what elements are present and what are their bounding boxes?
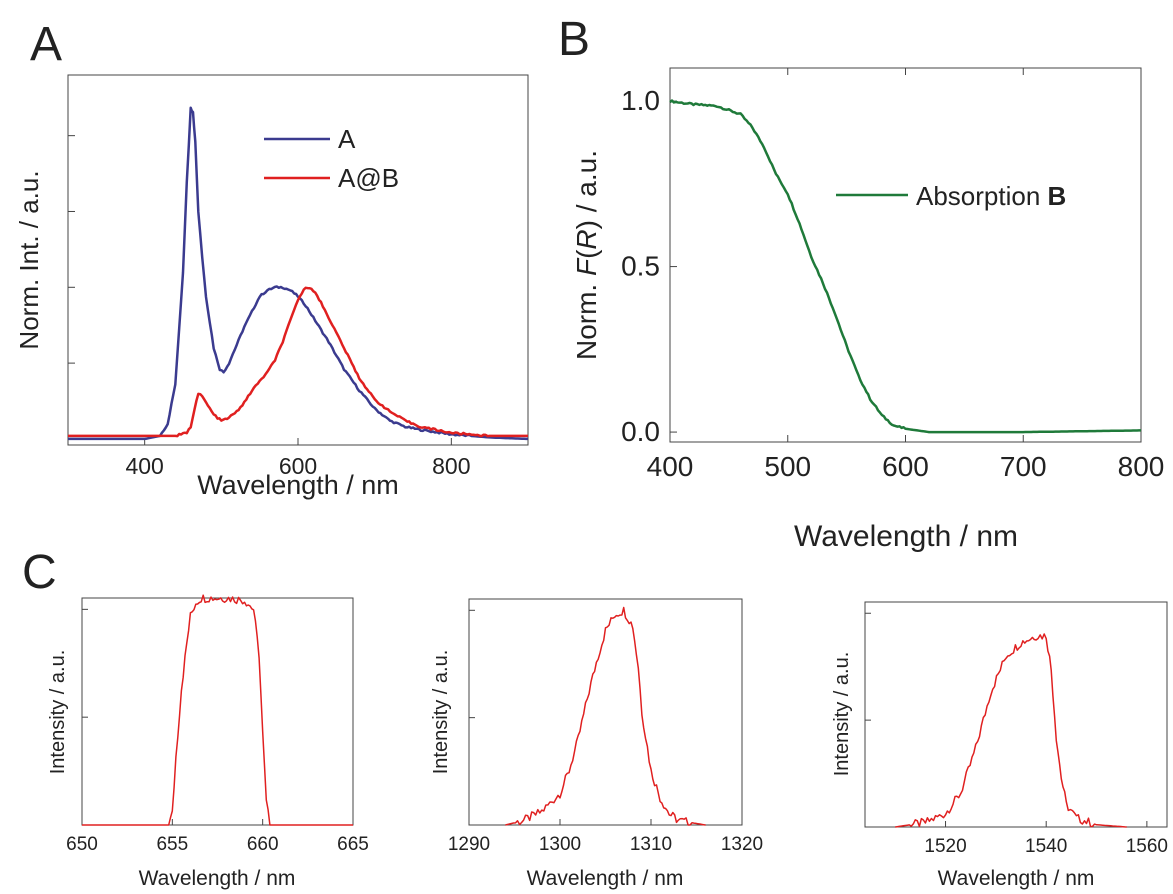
- chart-c2: 1290 1300 1310 1320 Wavelength / nm Intensi…: [430, 598, 763, 890]
- y-tick-label: 1.0: [621, 85, 660, 116]
- panel-label-c: C: [22, 546, 57, 599]
- chart-b-legend: Absorption B: [836, 181, 1066, 211]
- series-line: [669, 99, 1141, 434]
- series-line: [505, 606, 706, 826]
- chart-a-legend: A A@B: [264, 124, 399, 193]
- x-tick-label: 400: [125, 453, 163, 479]
- x-tick-label: 700: [1000, 451, 1047, 482]
- chart-c3-ylabel: Intensity / a.u.: [831, 652, 853, 777]
- chart-a-frame: [67, 74, 529, 446]
- x-tick-label: 800: [432, 453, 470, 479]
- chart-a-xlabel: Wavelength / nm: [197, 470, 399, 500]
- x-tick-label: 1320: [721, 834, 763, 855]
- y-tick-label: 0.0: [621, 416, 660, 447]
- chart-a-ylabel: Norm. Int. / a.u.: [14, 170, 44, 349]
- chart-b: 400 500 600 700 800 0.0 0.5 1.0 Wavelength / nm…: [571, 67, 1165, 553]
- x-tick-label: 655: [156, 834, 188, 855]
- chart-b-frame: [669, 67, 1142, 443]
- legend-label-a: A: [338, 124, 356, 154]
- chart-c1-xlabel: Wavelength / nm: [139, 867, 296, 890]
- x-tick-label: 400: [647, 451, 694, 482]
- y-tick-label: 0.5: [621, 251, 660, 282]
- series-line: [68, 106, 528, 441]
- x-tick-label: 800: [1118, 451, 1165, 482]
- x-tick-label: 1300: [539, 834, 581, 855]
- panel-label-b: B: [558, 13, 590, 66]
- x-tick-label: 1310: [630, 834, 672, 855]
- chart-c1-ylabel: Intensity / a.u.: [47, 650, 69, 775]
- chart-a: 400 600 800 Wavelength / nm Norm. Int. / a…: [14, 74, 529, 500]
- series-line: [82, 594, 353, 826]
- chart-c2-ylabel: Intensity / a.u.: [430, 650, 452, 775]
- chart-c3: 1520 1540 1560 Wavelength / nm Intensity /…: [831, 601, 1168, 890]
- x-tick-label: 665: [337, 834, 369, 855]
- chart-c3-frame: [864, 601, 1168, 828]
- series-line: [895, 633, 1127, 828]
- chart-c2-xlabel: Wavelength / nm: [527, 867, 684, 890]
- x-tick-label: 500: [764, 451, 811, 482]
- chart-c1-frame: [81, 597, 354, 826]
- chart-c2-frame: [468, 598, 743, 826]
- chart-b-xlabel: Wavelength / nm: [794, 520, 1018, 553]
- x-tick-label: 600: [279, 453, 317, 479]
- x-tick-label: 660: [247, 834, 279, 855]
- chart-c3-xlabel: Wavelength / nm: [938, 867, 1095, 890]
- series-line: [68, 286, 528, 438]
- x-tick-label: 600: [882, 451, 929, 482]
- legend-label-absorption: Absorption B: [916, 181, 1066, 211]
- legend-label-a-at-b: A@B: [338, 163, 399, 193]
- chart-c1: 650 655 660 665 Wavelength / nm Intensity /…: [47, 594, 369, 890]
- chart-b-ylabel: Norm. F(R) / a.u.: [571, 150, 602, 360]
- panel-label-a: A: [30, 18, 62, 71]
- x-tick-label: 650: [66, 834, 98, 855]
- x-tick-label: 1520: [924, 836, 966, 857]
- x-tick-label: 1560: [1126, 836, 1168, 857]
- x-tick-label: 1540: [1025, 836, 1067, 857]
- x-tick-label: 1290: [448, 834, 490, 855]
